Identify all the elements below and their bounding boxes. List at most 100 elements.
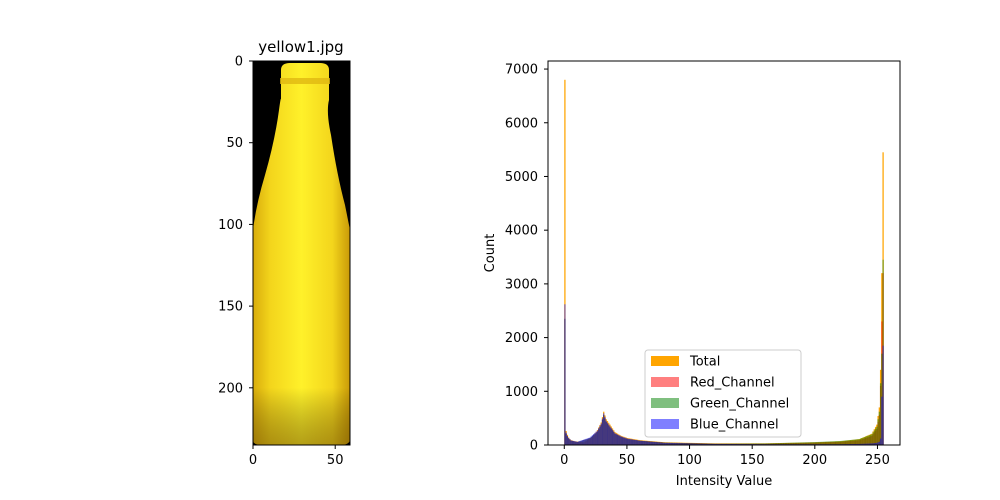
histogram-bar xyxy=(847,440,849,445)
histogram-bar xyxy=(821,441,823,445)
histogram-bar xyxy=(685,443,688,445)
histogram-bar xyxy=(876,426,878,445)
image-x-tick-label: 0 xyxy=(249,453,257,468)
histogram-bar xyxy=(649,441,651,445)
histogram-bar xyxy=(690,443,693,445)
histogram-bar xyxy=(616,434,619,445)
histogram-bar xyxy=(846,440,848,445)
histogram-bar xyxy=(704,443,706,445)
histogram-bar xyxy=(712,443,714,445)
histogram-bar xyxy=(808,442,810,445)
histogram-bar xyxy=(877,442,879,445)
histogram-bar xyxy=(832,441,834,445)
histogram-bar xyxy=(638,440,640,445)
legend-label: Green_Channel xyxy=(690,397,789,412)
histogram-bar xyxy=(723,443,725,445)
histogram-bar xyxy=(839,440,842,445)
histogram-bar xyxy=(843,440,845,445)
y-tick-label: 7000 xyxy=(505,63,538,78)
histogram-bar xyxy=(829,441,832,445)
histogram-bar xyxy=(866,436,868,445)
histogram-bar xyxy=(720,443,723,445)
y-tick-label: 5000 xyxy=(505,170,538,185)
histogram-bar xyxy=(868,435,870,445)
histogram-bar xyxy=(851,439,853,445)
histogram-bar xyxy=(856,439,858,445)
histogram-bar xyxy=(768,443,770,445)
histogram-bar xyxy=(603,413,605,445)
histogram-bar xyxy=(593,433,595,445)
histogram-bar xyxy=(788,442,790,445)
x-axis-label: Intensity Value xyxy=(676,474,772,489)
histogram-bar xyxy=(586,438,589,445)
image-y-tick-label: 150 xyxy=(218,300,243,315)
histogram-bar xyxy=(765,443,768,445)
histogram-bar xyxy=(864,443,867,445)
histogram-bar xyxy=(861,438,863,445)
histogram-bar xyxy=(653,441,655,445)
histogram-bar xyxy=(608,424,610,445)
histogram-bar xyxy=(703,443,705,445)
histogram-bar xyxy=(792,442,794,445)
histogram-bar xyxy=(876,442,878,445)
x-tick-label: 100 xyxy=(677,453,702,468)
y-tick-label: 2000 xyxy=(505,331,538,346)
histogram-bar xyxy=(807,442,809,445)
histogram-bar xyxy=(585,438,587,445)
histogram-bar xyxy=(581,440,584,445)
image-frame xyxy=(252,60,351,446)
histogram-bars xyxy=(564,79,884,445)
histogram-bar xyxy=(590,436,592,445)
histogram-bar xyxy=(852,439,854,445)
bottle-shading xyxy=(253,63,350,445)
histogram-bar xyxy=(775,443,778,445)
image-y-tick-label: 100 xyxy=(218,218,243,233)
histogram-bar xyxy=(774,443,776,445)
histogram-bar xyxy=(692,443,694,445)
histogram-bar xyxy=(871,434,873,445)
histogram-bar xyxy=(717,443,719,445)
legend-swatch xyxy=(651,356,679,366)
histogram-bar xyxy=(841,440,843,445)
histogram-frame xyxy=(547,60,901,446)
histogram-bar xyxy=(856,443,858,445)
histogram-bar xyxy=(877,419,879,445)
histogram-bar xyxy=(713,443,715,445)
histogram-bar xyxy=(665,442,668,445)
legend-label: Blue_Channel xyxy=(690,418,779,433)
histogram-bar xyxy=(853,439,855,445)
histogram-bar xyxy=(700,443,703,445)
histogram-bar xyxy=(661,442,664,445)
y-axis-label: Count xyxy=(483,234,498,273)
histogram-bar xyxy=(719,443,721,445)
histogram-bar xyxy=(793,442,795,445)
histogram-bar xyxy=(615,433,617,445)
x-tick-label: 200 xyxy=(802,453,827,468)
histogram-bar xyxy=(669,442,671,445)
histogram-bar xyxy=(598,428,600,445)
histogram-bar xyxy=(636,440,639,445)
histogram-bar xyxy=(849,439,852,445)
histogram-bar xyxy=(801,442,803,445)
histogram-bar xyxy=(628,438,630,445)
histogram-bar xyxy=(802,442,804,445)
histogram-bar xyxy=(718,443,720,445)
y-tick-label: 4000 xyxy=(505,224,538,239)
histogram-bar xyxy=(605,420,607,445)
histogram-bar xyxy=(667,442,669,445)
histogram-bar xyxy=(797,442,799,445)
histogram-bar xyxy=(584,439,586,445)
histogram-bar xyxy=(694,443,696,445)
histogram-bar xyxy=(654,441,656,445)
histogram-bar xyxy=(722,443,724,445)
histogram-bar xyxy=(791,442,793,445)
x-tick-label: 150 xyxy=(740,453,765,468)
histogram-bar xyxy=(724,443,726,445)
histogram-bar xyxy=(623,437,625,445)
histogram-bar xyxy=(773,443,775,445)
histogram-bar xyxy=(658,442,660,445)
histogram-bar xyxy=(635,440,637,445)
histogram-bar xyxy=(784,442,787,445)
image-y-tick-label: 200 xyxy=(218,381,243,396)
